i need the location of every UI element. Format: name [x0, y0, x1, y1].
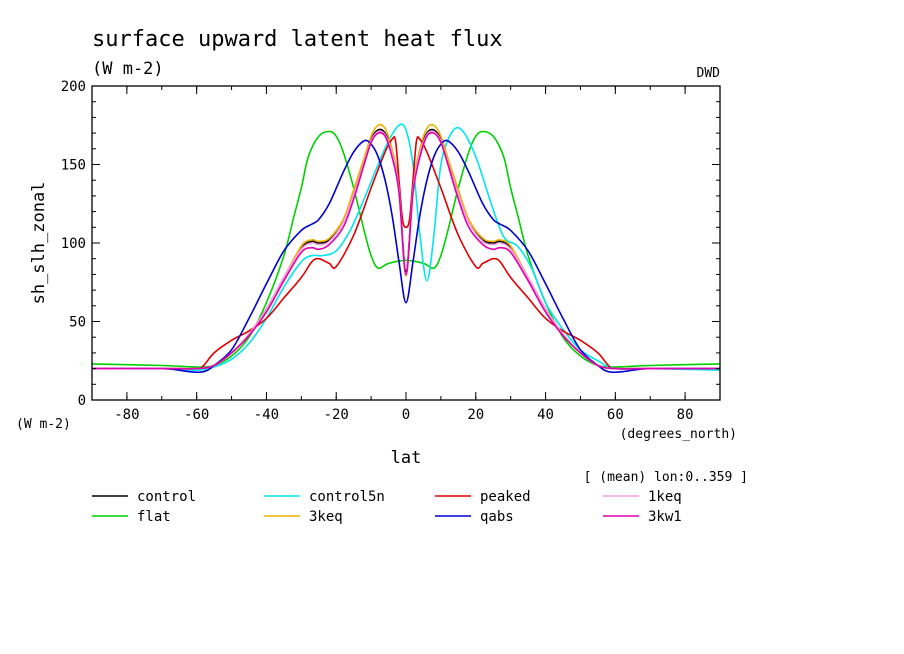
y-tick-label: 100: [61, 236, 86, 252]
chart-title: surface upward latent heat flux: [92, 27, 503, 52]
source-label: DWD: [697, 66, 721, 81]
plot-lines: [92, 123, 720, 374]
y-tick-label: 0: [78, 393, 86, 409]
legend-label-flat: flat: [137, 509, 171, 525]
legend-label-1keq: 1keq: [648, 489, 682, 505]
x-tick-label: 80: [677, 407, 694, 423]
mean-annotation: [ (mean) lon:0..359 ]: [584, 470, 748, 485]
x-tick-label: -40: [254, 407, 279, 423]
series-line-control5n: [92, 123, 720, 372]
y-tick-label: 150: [61, 158, 86, 174]
x-axis-label: lat: [391, 448, 422, 468]
legend-label-3kw1: 3kw1: [648, 509, 682, 525]
legend-label-3keq: 3keq: [309, 509, 343, 525]
legend-label-peaked: peaked: [480, 489, 531, 505]
series-line-flat: [92, 130, 720, 368]
y-axis-units: (W m-2): [16, 417, 71, 432]
y-axis-label: sh_slh_zonal: [29, 182, 49, 305]
series-line-1keq: [92, 130, 720, 370]
series-line-peaked: [92, 136, 720, 370]
legend-label-control5n: control5n: [309, 489, 385, 505]
x-tick-label: -60: [184, 407, 209, 423]
x-tick-label: 20: [467, 407, 484, 423]
legend: control flat control5n 3keq peaked qabs 1keq 3k…: [92, 489, 682, 525]
chart-units: (W m-2): [92, 59, 164, 79]
x-tick-label: 0: [402, 407, 410, 423]
y-tick-label: 200: [61, 79, 86, 95]
legend-label-control: control: [137, 489, 196, 505]
x-tick-label: 60: [607, 407, 624, 423]
series-line-control: [92, 128, 720, 370]
x-tick-label: -20: [324, 407, 349, 423]
series-line-qabs: [92, 139, 720, 374]
series-line-3kw1: [92, 131, 720, 370]
x-tick-label: 40: [537, 407, 554, 423]
x-tick-label: -80: [114, 407, 139, 423]
plot-frame: [91, 85, 721, 401]
tick-marks: -80 -60 -40 -20 0 20 40 60 80 0 50 100 150 200: [61, 79, 721, 423]
series-line-3keq: [92, 123, 720, 370]
x-axis-units: (degrees_north): [620, 427, 737, 442]
legend-label-qabs: qabs: [480, 509, 514, 525]
axes: [91, 85, 721, 401]
y-tick-label: 50: [69, 315, 86, 331]
